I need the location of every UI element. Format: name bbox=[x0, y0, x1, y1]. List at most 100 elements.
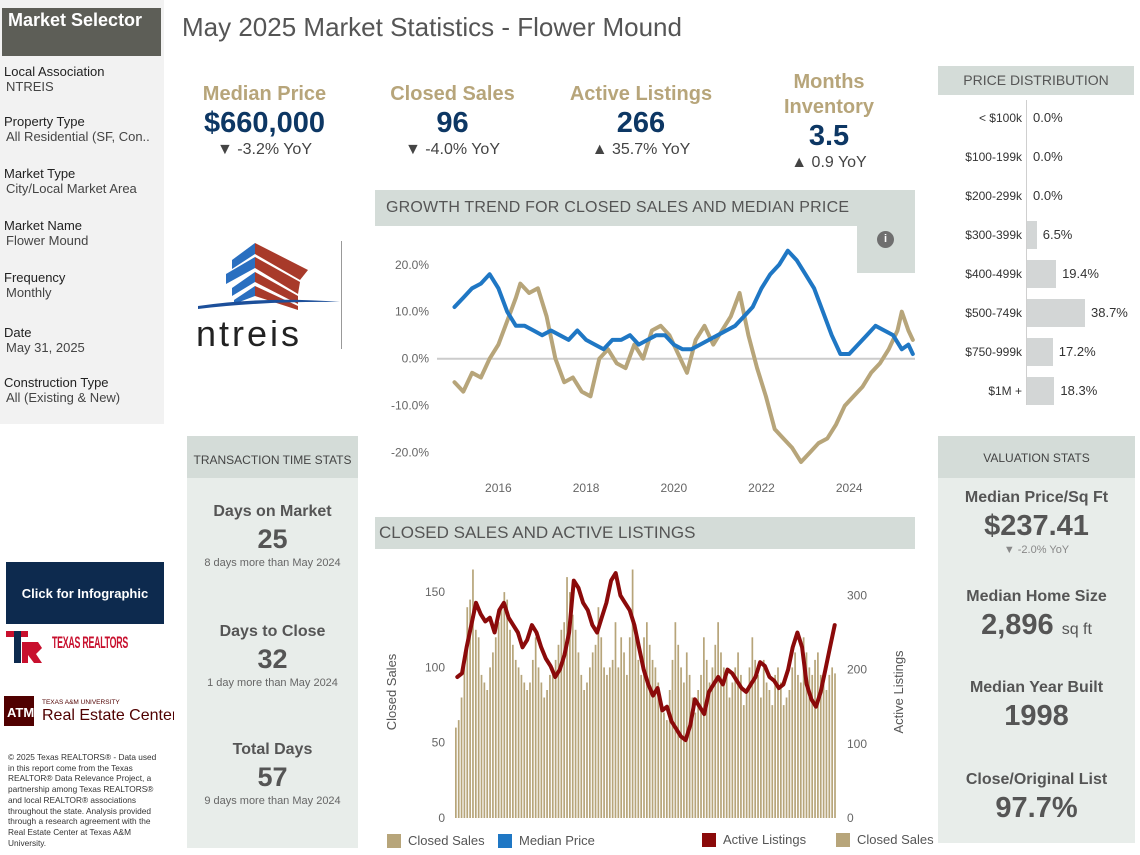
closed-sales-bar bbox=[811, 674, 814, 818]
closed-sales-bar bbox=[466, 607, 469, 818]
closed-sales-bar bbox=[703, 637, 705, 818]
selector-construction-type[interactable]: Construction Type All (Existing & New) bbox=[4, 375, 162, 406]
selector-market-type[interactable]: Market Type City/Local Market Area bbox=[4, 166, 162, 197]
closed-sales-bar bbox=[734, 667, 737, 818]
info-icon[interactable]: i bbox=[877, 231, 894, 248]
closed-sales-bar bbox=[654, 667, 657, 818]
legend-swatch bbox=[702, 832, 716, 847]
selector-value[interactable]: City/Local Market Area bbox=[6, 181, 137, 196]
selector-market-name[interactable]: Market Name Flower Mound bbox=[4, 218, 162, 249]
closed-sales-bar bbox=[814, 659, 816, 818]
legend-label: Median Price bbox=[519, 833, 595, 848]
selector-label: Property Type bbox=[4, 114, 85, 129]
stat-label: Days to Close bbox=[219, 623, 326, 640]
closed-sales-bar bbox=[503, 592, 506, 818]
kpi-label: Active Listings bbox=[569, 83, 713, 105]
closed-sales-bar bbox=[509, 629, 511, 818]
closed-sales-bar bbox=[600, 637, 603, 818]
legend-growth-closed-sales: Closed Sales bbox=[387, 833, 485, 848]
y2-tick-label: 200 bbox=[847, 663, 867, 677]
legend-swatch bbox=[836, 832, 850, 847]
selector-label: Construction Type bbox=[4, 375, 109, 390]
selector-property-type[interactable]: Property Type All Residential (SF, Con.. bbox=[4, 114, 162, 145]
selector-frequency[interactable]: Frequency Monthly bbox=[4, 270, 162, 301]
price-distribution-bar bbox=[1027, 338, 1053, 366]
price-distribution-row: $750-999k 17.2% bbox=[938, 336, 1138, 368]
price-distribution-bar bbox=[1027, 377, 1055, 405]
y-tick-label: -10.0% bbox=[391, 399, 429, 413]
median-home-size-stat: Median Home Size 2,896 sq ft bbox=[938, 586, 1135, 647]
closed-sales-bar bbox=[757, 674, 759, 818]
ntreis-logo: ntreis bbox=[190, 238, 345, 354]
closed-sales-bar bbox=[534, 637, 537, 818]
kpi-delta: ▲ 35.7% YoY bbox=[591, 141, 691, 158]
selector-local-association[interactable]: Local Association NTREIS bbox=[4, 64, 162, 95]
closed-sales-bar bbox=[765, 682, 768, 818]
closed-sales-bar bbox=[819, 674, 822, 818]
stat-note: 1 day more than May 2024 bbox=[207, 677, 338, 689]
closed-sales-bar bbox=[817, 652, 819, 818]
price-distribution-value: 19.4% bbox=[1062, 266, 1099, 281]
closed-sales-bar bbox=[791, 667, 794, 818]
transaction-time-stats-title: TRANSACTION TIME STATS bbox=[187, 436, 358, 478]
infographic-button[interactable]: Click for Infographic bbox=[6, 562, 164, 624]
x-tick-label: 2016 bbox=[485, 481, 512, 495]
closed-sales-bar bbox=[640, 674, 643, 818]
price-range-label: $1M + bbox=[988, 384, 1022, 398]
price-distribution-value: 17.2% bbox=[1058, 344, 1096, 359]
closed-sales-bar bbox=[651, 659, 654, 818]
selector-value[interactable]: Flower Mound bbox=[6, 233, 89, 248]
closed-sales-bar bbox=[805, 652, 808, 818]
growth-trend-header: GROWTH TREND FOR CLOSED SALES AND MEDIAN… bbox=[375, 190, 915, 226]
page-title: May 2025 Market Statistics - Flower Moun… bbox=[182, 12, 682, 42]
closed-sales-bar bbox=[594, 644, 597, 818]
selector-value[interactable]: Monthly bbox=[6, 285, 52, 300]
selector-value[interactable]: May 31, 2025 bbox=[6, 340, 85, 355]
selector-value[interactable]: All (Existing & New) bbox=[6, 390, 121, 405]
closed-sales-bar bbox=[623, 652, 625, 818]
stat-value: 2,896 sq ft bbox=[938, 608, 1135, 647]
stat-label: Total Days bbox=[232, 741, 313, 758]
rec-university-text: TEXAS A&M UNIVERSITY bbox=[42, 699, 120, 706]
closed-sales-bar bbox=[683, 682, 685, 818]
kpi-value: 3.5 bbox=[808, 120, 850, 152]
selector-date[interactable]: Date May 31, 2025 bbox=[4, 325, 162, 356]
closed-sales-bar bbox=[611, 659, 614, 818]
home-size-unit: sq ft bbox=[1061, 621, 1092, 638]
closed-sales-bar bbox=[577, 652, 580, 818]
price-distribution-value: 6.5% bbox=[1042, 227, 1073, 242]
closed-sales-bar bbox=[834, 673, 836, 818]
price-distribution-axis bbox=[1026, 100, 1027, 405]
closed-sales-bar bbox=[494, 637, 497, 818]
closed-sales-bar bbox=[711, 667, 714, 818]
x-tick-label: 2020 bbox=[660, 481, 687, 495]
selector-value[interactable]: All Residential (SF, Con.. bbox=[6, 129, 150, 144]
kpi-label: Months Inventory bbox=[783, 71, 875, 118]
selector-value[interactable]: NTREIS bbox=[6, 79, 54, 94]
closed-sales-bar bbox=[477, 637, 480, 818]
closed-sales-chart: 150 100 50 0 300 200 100 0 Closed Sales Active Li… bbox=[384, 569, 906, 825]
svg-text:ATM: ATM bbox=[7, 705, 34, 720]
closed-sales-bar bbox=[489, 667, 491, 818]
price-distribution-row: $500-749k 38.7% bbox=[938, 297, 1138, 329]
closed-sales-bar bbox=[720, 652, 722, 818]
closed-sales-bar bbox=[648, 644, 651, 818]
y2-axis-label: Active Listings bbox=[891, 650, 906, 734]
legend-closed-active-listings: Active Listings bbox=[702, 832, 806, 847]
closed-sales-bar bbox=[580, 674, 583, 818]
closed-sales-bar bbox=[460, 697, 463, 818]
closed-sales-bar bbox=[597, 607, 600, 818]
closed-sales-bar bbox=[506, 599, 509, 818]
closed-sales-bar bbox=[785, 697, 788, 818]
closed-sales-bar bbox=[537, 667, 540, 818]
price-distribution-bar bbox=[1027, 299, 1085, 327]
closed-sales-bar bbox=[822, 682, 825, 818]
kpi-closed-sales: Closed Sales 96 ▼ -4.0% YoY bbox=[380, 82, 525, 161]
closed-sales-bar bbox=[777, 667, 779, 818]
kpi-delta: ▼ -4.0% YoY bbox=[404, 141, 500, 158]
legend-label: Active Listings bbox=[723, 832, 807, 847]
stat-label: Median Year Built bbox=[969, 679, 1104, 696]
closed-sales-bar bbox=[722, 667, 725, 818]
price-distribution-title: PRICE DISTRIBUTION bbox=[938, 66, 1134, 95]
closed-sales-bar bbox=[563, 622, 566, 818]
